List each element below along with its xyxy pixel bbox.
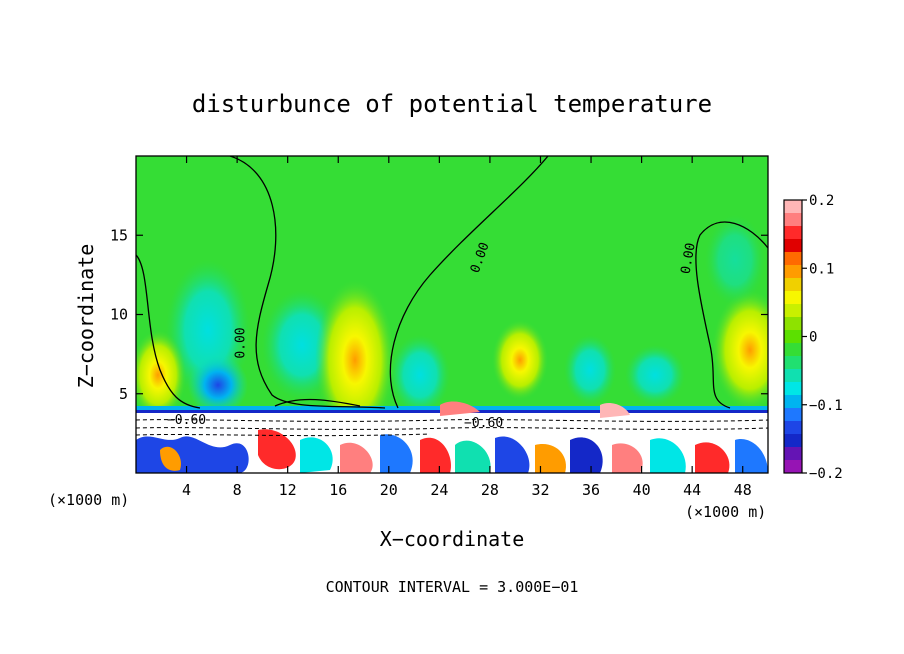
turbulent-patch	[535, 444, 566, 473]
turbulent-patch	[440, 401, 480, 416]
x-tick-label: 48	[734, 481, 752, 499]
y-tick-label: 5	[119, 385, 128, 403]
turbulent-patch	[340, 442, 373, 473]
contour-labels: 0.000.00 0.00−0.60 −0.60	[167, 241, 699, 431]
contour-label: −0.60	[464, 416, 503, 431]
colorbar: 0.2 0.1 0 −0.1 −0.2	[783, 193, 843, 482]
x-tick-label: 44	[683, 481, 701, 499]
colorbar-segment	[784, 239, 802, 253]
colorbar-segment	[784, 343, 802, 357]
turbulent-patch	[380, 434, 413, 473]
colorbar-segment	[784, 356, 802, 370]
colorbar-segment	[784, 291, 802, 305]
x-tick-label: 36	[582, 481, 600, 499]
negative-contours	[136, 419, 768, 437]
colorbar-segment	[784, 200, 802, 214]
x-unit-right: (×1000 m)	[685, 503, 766, 521]
turbulent-patch	[600, 403, 630, 418]
y-tick-label: 10	[110, 306, 128, 324]
field-anomaly	[315, 280, 395, 440]
contour-label: 0.00	[679, 242, 699, 275]
x-axis-title: X−coordinate	[380, 527, 525, 551]
contour-interval-note: CONTOUR INTERVAL = 3.000E−01	[326, 578, 579, 596]
colorbar-tick-label: 0.2	[809, 193, 834, 209]
x-axis: 4 8 12 16 20 24 28 32 36 40 44 48	[182, 156, 752, 499]
field-anomaly	[188, 355, 248, 415]
colorbar-segment	[784, 213, 802, 227]
colorbar-segment	[784, 447, 802, 461]
x-tick-label: 16	[329, 481, 347, 499]
turbulent-patch	[420, 437, 451, 473]
colorbar-segment	[784, 317, 802, 331]
turbulent-patch	[735, 439, 768, 473]
zero-contours	[136, 156, 768, 409]
x-tick-label: 28	[481, 481, 499, 499]
x-tick-label: 20	[380, 481, 398, 499]
x-tick-label: 8	[233, 481, 242, 499]
colorbar-segment	[784, 460, 802, 474]
colorbar-segment	[784, 330, 802, 344]
field-anomaly	[712, 290, 768, 410]
colorbar-tick-label: −0.1	[809, 398, 843, 414]
turbulent-patch	[160, 446, 181, 471]
turbulent-patch	[258, 429, 296, 470]
turbulent-patch	[650, 438, 686, 473]
colorbar-segment	[784, 382, 802, 396]
colorbar-segment	[784, 421, 802, 435]
y-axis: 5 10 15	[110, 226, 768, 403]
colorbar-segment	[784, 226, 802, 240]
x-tick-label: 24	[430, 481, 448, 499]
x-tick-label: 40	[633, 481, 651, 499]
field-anomaly	[390, 335, 450, 415]
x-tick-label: 4	[182, 481, 191, 499]
field-anomaly	[136, 330, 186, 420]
colorbar-segment	[784, 408, 802, 422]
colorbar-tick-label: 0.1	[809, 261, 834, 277]
y-tick-label: 15	[110, 226, 128, 244]
plot-area	[136, 156, 768, 473]
y-axis-title: Z−coordinate	[74, 244, 98, 389]
x-unit-left: (×1000 m)	[48, 491, 129, 509]
contour-label: −0.60	[167, 413, 206, 428]
colorbar-tick-label: −0.2	[809, 466, 843, 482]
colorbar-segment	[784, 265, 802, 279]
turbulent-patch	[612, 443, 643, 473]
x-tick-label: 32	[531, 481, 549, 499]
turbulent-patch	[570, 437, 603, 473]
chart-title: disturbunce of potential temperature	[192, 90, 712, 118]
field-anomaly	[564, 335, 616, 405]
field-anomaly	[492, 320, 548, 400]
colorbar-segment	[784, 369, 802, 383]
field-anomaly	[705, 215, 765, 305]
colorbar-tick-label: 0	[809, 330, 817, 346]
turbulent-patch	[455, 440, 491, 473]
turbulent-patch	[300, 437, 333, 473]
x-tick-label: 12	[279, 481, 297, 499]
colorbar-segment	[784, 434, 802, 448]
colorbar-segment	[784, 278, 802, 292]
colorbar-segment	[784, 304, 802, 318]
field-anomaly	[625, 345, 685, 405]
turbulent-patch	[695, 442, 730, 473]
contour-label: 0.00	[234, 327, 249, 358]
turbulent-patch	[495, 436, 530, 473]
colorbar-segment	[784, 252, 802, 266]
colorbar-segment	[784, 395, 802, 409]
